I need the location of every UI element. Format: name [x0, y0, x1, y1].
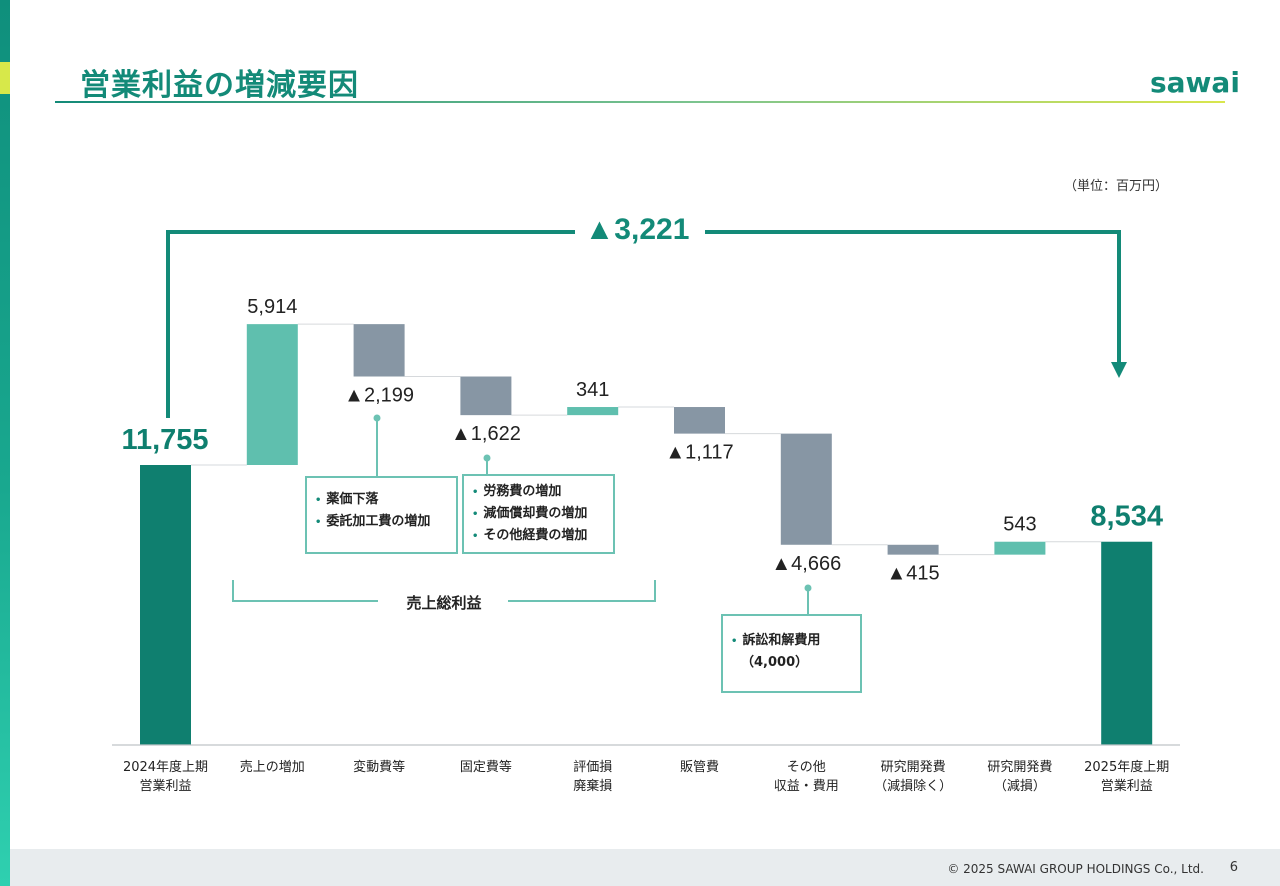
page-title: 営業利益の増減要因	[80, 68, 359, 103]
value-label: ▲1,622	[451, 423, 521, 445]
callout-item: • 薬価下落	[315, 492, 379, 507]
category-label: 廃棄損	[573, 778, 612, 794]
value-label: ▲415	[887, 563, 940, 585]
category-label: 変動費等	[353, 759, 405, 775]
change-bracket-right	[705, 230, 1121, 364]
category-label: 販管費	[680, 760, 719, 775]
gross-profit-label: 売上総利益	[406, 594, 481, 612]
value-label: 5,914	[247, 296, 297, 318]
category-label: 研究開発費	[881, 760, 946, 775]
category-label: 評価損	[573, 760, 612, 775]
value-label: ▲4,666	[771, 553, 841, 575]
category-label: 2024年度上期	[123, 759, 208, 775]
bar-3	[353, 324, 405, 377]
bar-5	[567, 407, 619, 416]
bar-10	[1101, 541, 1153, 745]
category-label: （減損除く）	[874, 778, 952, 794]
left-accent-highlight	[0, 62, 10, 94]
callout-item: • その他経費の増加	[472, 528, 588, 543]
bar-6	[674, 407, 725, 434]
sawai-logo: sawai	[1150, 66, 1240, 99]
value-label: 11,755	[121, 424, 208, 456]
bar-4	[460, 376, 512, 416]
unit-label: （単位：百万円）	[1063, 179, 1168, 194]
value-label: 543	[1003, 514, 1036, 536]
callout-leader-dot	[804, 584, 812, 592]
gross-profit-bracket-right	[508, 580, 656, 602]
callout-sub-value: （4,000）	[741, 655, 809, 670]
value-label: ▲1,117	[665, 442, 733, 464]
callout-leader-dot	[373, 414, 381, 422]
callout-item: • 訴訟和解費用	[731, 633, 821, 648]
title-underline	[55, 101, 1225, 103]
footer-bar	[10, 849, 1280, 886]
callout-leader-dot	[483, 454, 491, 462]
callout-item: • 委託加工費の増加	[315, 514, 431, 529]
down-arrow-icon	[1111, 362, 1127, 378]
category-label: その他	[787, 760, 826, 775]
page-number: 6	[1229, 860, 1238, 875]
bar-7	[780, 433, 832, 545]
callout-fixed-cost: • 労務費の増加 • 減価償却費の増加 • その他経費の増加	[462, 474, 615, 554]
bar-8	[887, 544, 939, 555]
change-bracket-left	[166, 230, 575, 418]
callout-variable-cost: • 薬価下落 • 委託加工費の増加	[305, 476, 458, 554]
value-label: ▲2,199	[344, 385, 414, 407]
callout-item: • 減価償却費の増加	[472, 506, 588, 521]
bar-9	[994, 541, 1046, 555]
category-label: 営業利益	[1101, 778, 1153, 794]
total-change-label: ▲3,221	[585, 213, 690, 246]
callout-other-expenses: • 訴訟和解費用 （4,000）	[721, 614, 862, 693]
category-label: 固定費等	[460, 759, 512, 775]
category-label: （減損）	[994, 778, 1046, 794]
category-label: 研究開発費	[987, 760, 1052, 775]
category-label: 営業利益	[139, 778, 191, 794]
value-label: 8,534	[1090, 501, 1163, 533]
bar-1	[140, 465, 191, 745]
gross-profit-bracket-left	[232, 580, 378, 602]
value-label: 341	[576, 379, 609, 401]
copyright: © 2025 SAWAI GROUP HOLDINGS Co., Ltd.	[947, 862, 1204, 876]
category-label: 2025年度上期	[1084, 759, 1169, 775]
category-label: 売上の増加	[240, 759, 305, 775]
left-accent-bar	[0, 0, 10, 886]
callout-item: • 労務費の増加	[472, 484, 562, 499]
category-label: 収益・費用	[774, 779, 839, 794]
bar-2	[246, 324, 298, 465]
